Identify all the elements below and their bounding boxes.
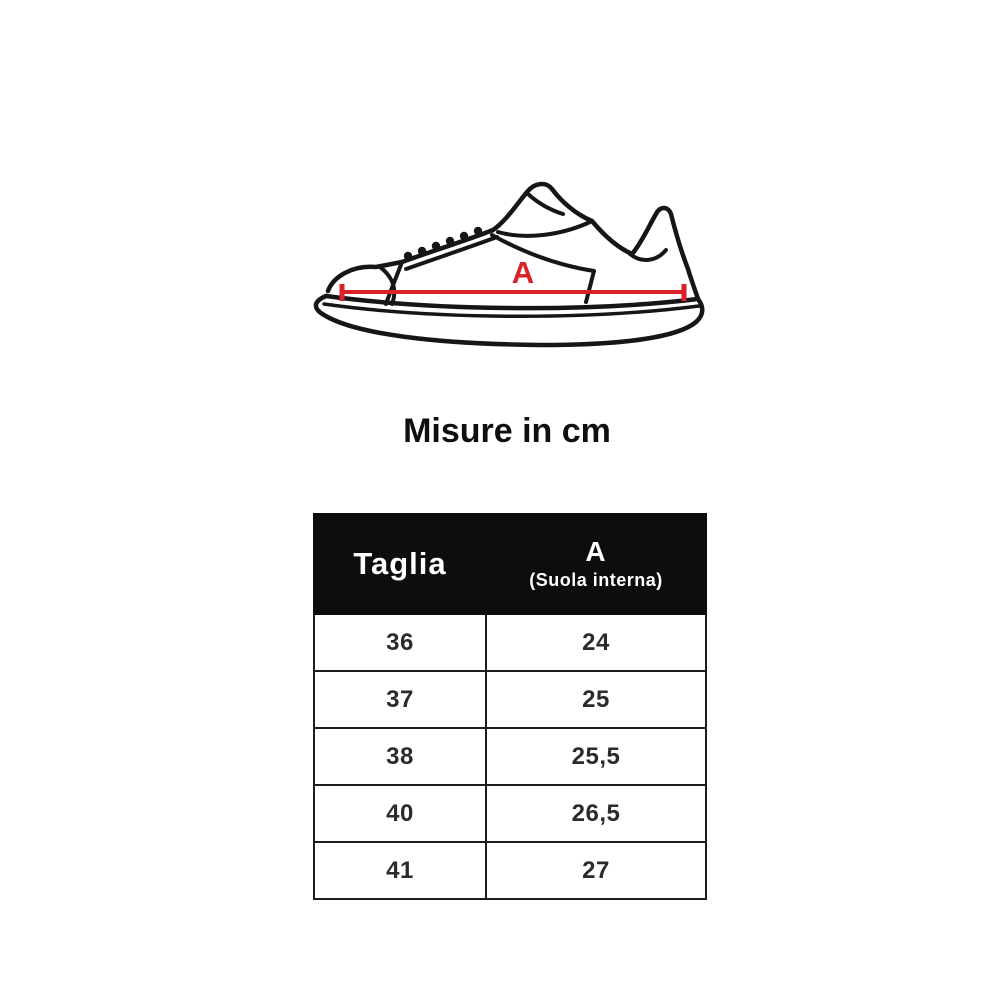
- size-table-container: Taglia A (Suola interna) 36 24 37 25: [313, 513, 707, 900]
- measurement-cell: 25,5: [485, 727, 707, 786]
- measurement-cell: 27: [485, 841, 707, 900]
- measurement-label-a: A: [512, 255, 534, 290]
- page-title: Misure in cm: [403, 412, 611, 450]
- tongue-line: [526, 192, 565, 216]
- size-table-body: 36 24 37 25 38 25,5 40 26,5 41 27: [313, 613, 707, 900]
- header-taglia-label: Taglia: [353, 546, 447, 581]
- header-a-label: A: [585, 536, 607, 568]
- table-row: 36 24: [313, 613, 707, 672]
- sole-mid-line: [322, 302, 701, 319]
- measurement-cell: 26,5: [485, 784, 707, 843]
- size-cell: 41: [313, 841, 487, 900]
- measurement-line: A: [339, 255, 687, 301]
- table-row: 40 26,5: [313, 784, 707, 843]
- size-cell: 37: [313, 670, 487, 729]
- size-cell: 40: [313, 784, 487, 843]
- size-cell: 36: [313, 613, 487, 672]
- heel-collar-line: [628, 248, 668, 262]
- measurement-cell: 25: [485, 670, 707, 729]
- sole-top-line: [323, 293, 701, 311]
- size-table-header: Taglia A (Suola interna): [313, 513, 707, 615]
- table-row: 41 27: [313, 841, 707, 900]
- header-cell-a: A (Suola interna): [485, 513, 707, 615]
- upper-outline: [325, 181, 701, 302]
- size-cell: 38: [313, 727, 487, 786]
- header-row: Taglia A (Suola interna): [313, 513, 707, 615]
- header-cell-taglia: Taglia: [313, 513, 487, 615]
- quarter-seam: [490, 233, 596, 304]
- measurement-cell: 24: [485, 613, 707, 672]
- header-a-sublabel: (Suola interna): [529, 569, 663, 590]
- lace-panel-line: [404, 235, 499, 271]
- collar-line: [496, 220, 592, 238]
- lace-loops: [403, 226, 483, 261]
- sole-outline: [313, 293, 705, 348]
- vamp-seam: [384, 260, 404, 306]
- shoe-diagram: A: [300, 150, 720, 380]
- table-row: 38 25,5: [313, 727, 707, 786]
- size-table: Taglia A (Suola interna) 36 24 37 25: [313, 513, 707, 900]
- table-row: 37 25: [313, 670, 707, 729]
- sneaker-illustration: A: [313, 181, 705, 348]
